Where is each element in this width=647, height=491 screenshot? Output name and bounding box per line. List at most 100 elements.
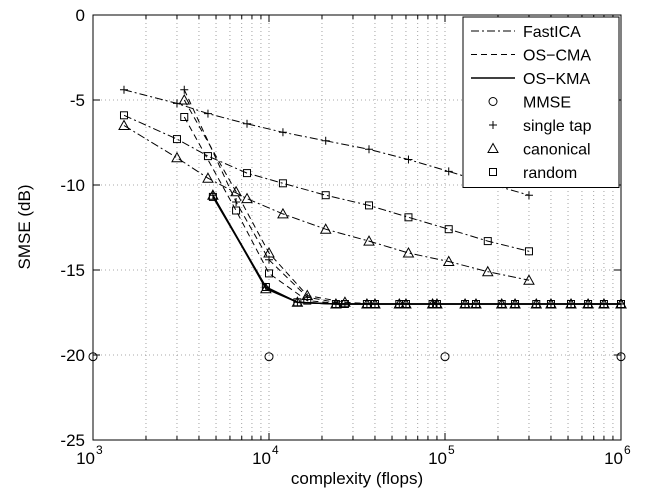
series-line xyxy=(212,196,621,305)
plus-marker xyxy=(278,128,287,137)
x-tick-label: 10 xyxy=(604,449,623,468)
square-marker xyxy=(497,300,506,308)
circle-marker xyxy=(488,97,498,106)
square-marker xyxy=(293,298,302,307)
square-marker xyxy=(303,296,312,305)
square-marker xyxy=(243,169,252,178)
series-line xyxy=(123,125,530,281)
y-tick-label: -20 xyxy=(60,346,85,365)
circle-marker xyxy=(264,352,274,362)
x-tick-label: 10 xyxy=(428,449,447,468)
plot-area-frame xyxy=(92,14,622,441)
series-line xyxy=(212,194,621,305)
triangle-marker xyxy=(207,189,219,200)
series-solid-triangle xyxy=(207,189,627,309)
series-none-circle xyxy=(88,352,626,362)
x-tick-exponent: 6 xyxy=(624,443,631,457)
triangle-marker xyxy=(301,289,314,300)
plus-marker xyxy=(489,121,497,129)
square-marker xyxy=(261,283,270,291)
triangle-marker xyxy=(277,207,289,219)
legend-label: FastICA xyxy=(523,24,581,41)
square-marker xyxy=(489,168,497,176)
triangle-marker xyxy=(171,151,183,163)
triangle-marker xyxy=(319,223,332,234)
triangle-marker xyxy=(442,255,455,266)
y-tick-labels: 0 -5 -10 -15 -20 -25 xyxy=(60,6,85,450)
y-axis-label: SMSE (dB) xyxy=(15,184,34,269)
x-tick-label: 10 xyxy=(252,449,271,468)
legend-label: single tap xyxy=(523,118,592,135)
square-marker xyxy=(321,191,330,200)
x-tick-exponent: 3 xyxy=(96,443,103,457)
square-marker xyxy=(395,300,404,308)
triangle-marker xyxy=(339,296,351,307)
square-marker xyxy=(232,206,241,215)
y-tick-label: -25 xyxy=(60,431,85,450)
square-marker xyxy=(461,300,470,308)
triangle-marker xyxy=(487,142,499,153)
circle-marker xyxy=(440,352,450,362)
legend-label: OS−KMA xyxy=(523,71,590,88)
square-marker xyxy=(278,179,287,188)
series-dashdot-square xyxy=(119,111,533,256)
x-tick-labels: 10 3 10 4 10 5 10 6 xyxy=(76,443,631,468)
triangle-marker xyxy=(481,265,494,277)
series-line xyxy=(123,114,530,252)
square-marker xyxy=(365,201,374,210)
square-marker xyxy=(203,152,212,161)
plus-marker xyxy=(365,145,374,154)
triangle-marker xyxy=(363,235,375,246)
plot-series xyxy=(88,85,627,362)
square-marker xyxy=(567,300,576,308)
square-marker xyxy=(331,300,340,308)
plus-marker xyxy=(321,136,330,145)
y-tick-label: -15 xyxy=(60,261,85,280)
legend: FastICA OS−CMA OS−KMA MMSE single tap canonic… xyxy=(462,16,620,188)
y-tick-label: -10 xyxy=(60,176,85,195)
y-tick-label: -5 xyxy=(70,91,85,110)
square-marker xyxy=(483,237,492,246)
legend-label: MMSE xyxy=(523,95,571,112)
triangle-marker xyxy=(178,93,191,105)
plus-marker xyxy=(119,85,128,94)
x-tick-label: 10 xyxy=(76,449,95,468)
square-marker xyxy=(444,225,453,234)
legend-label: OS−CMA xyxy=(523,48,591,65)
square-marker xyxy=(524,247,533,256)
plus-marker xyxy=(203,109,212,118)
square-marker xyxy=(180,113,189,121)
triangle-marker xyxy=(202,172,214,183)
x-axis-label: complexity (flops) xyxy=(291,469,423,488)
square-marker xyxy=(265,269,273,278)
triangle-marker xyxy=(230,185,242,197)
triangle-marker xyxy=(118,119,130,130)
y-tick-label: 0 xyxy=(76,6,85,25)
axis-ticks xyxy=(92,14,622,441)
square-marker xyxy=(428,300,437,308)
series-solid-square xyxy=(208,192,625,308)
plus-marker xyxy=(404,155,413,164)
square-marker xyxy=(119,111,128,120)
legend-label: canonical xyxy=(523,142,591,159)
x-tick-exponent: 4 xyxy=(272,443,279,457)
plus-marker xyxy=(180,85,189,94)
triangle-marker xyxy=(263,246,275,258)
square-marker xyxy=(172,135,181,144)
plus-marker xyxy=(444,167,453,176)
square-marker xyxy=(532,300,541,308)
square-marker xyxy=(208,192,217,201)
triangle-marker xyxy=(241,192,253,204)
square-marker xyxy=(362,300,371,308)
series-line xyxy=(212,194,621,305)
triangle-marker xyxy=(523,274,535,285)
square-marker xyxy=(404,213,413,222)
series-dashdot-plus xyxy=(119,85,533,200)
plus-marker xyxy=(243,119,252,128)
legend-label: random xyxy=(523,165,577,182)
x-tick-exponent: 5 xyxy=(448,443,455,457)
triangle-marker xyxy=(402,246,415,258)
plus-marker xyxy=(232,198,241,206)
plus-marker xyxy=(524,191,533,200)
